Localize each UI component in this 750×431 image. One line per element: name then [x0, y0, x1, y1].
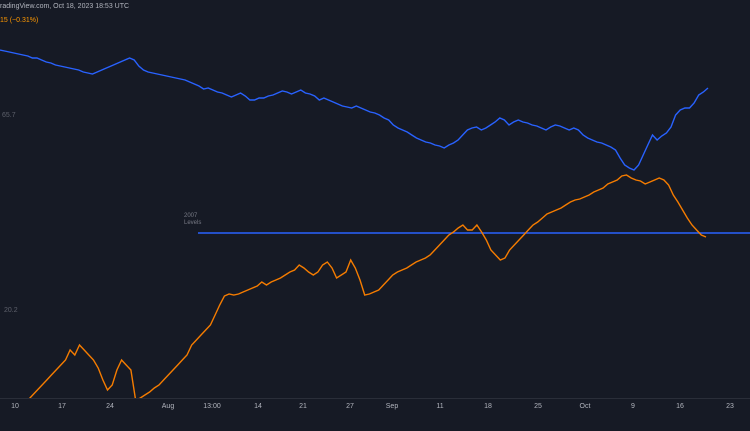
orange-price-label: 20.2 [4, 307, 18, 314]
orange-series-line [0, 174, 707, 416]
x-tick-label: 10 [11, 403, 19, 410]
change-text: 15 (−0.31%) [0, 17, 39, 24]
x-tick-label: 25 [534, 403, 542, 410]
x-tick-label: 13:00 [203, 403, 221, 410]
x-tick-label: 18 [484, 403, 492, 410]
x-tick-label: 23 [726, 403, 734, 410]
source-text: radingView.com, Oct 18, 2023 18:53 UTC [0, 3, 130, 10]
x-tick-label: 11 [436, 403, 444, 410]
x-tick-label: Sep [385, 403, 399, 410]
blue-price-label: 65.7 [2, 112, 16, 119]
blue-series-line [0, 49, 709, 171]
x-tick-label: 9 [631, 403, 635, 410]
x-tick-label: 21 [299, 403, 307, 410]
annotation-line-2: Levels [184, 220, 202, 226]
x-tick-label: 16 [676, 403, 684, 410]
annotation-line-1: 2007 [184, 213, 198, 219]
x-tick-label: Oct [579, 403, 591, 410]
x-axis[interactable]: 10 17 24 Aug 13:00 14 21 27 Sep 11 18 25 Oct 9 16 23 [0, 398, 750, 431]
x-tick-label: 14 [254, 403, 262, 410]
x-tick-label: 24 [106, 403, 114, 410]
level-annotation: 2007 Levels [184, 213, 201, 227]
x-tick-label: Aug [161, 403, 175, 410]
x-tick-label: 17 [58, 403, 66, 410]
x-tick-label: 27 [346, 403, 354, 410]
